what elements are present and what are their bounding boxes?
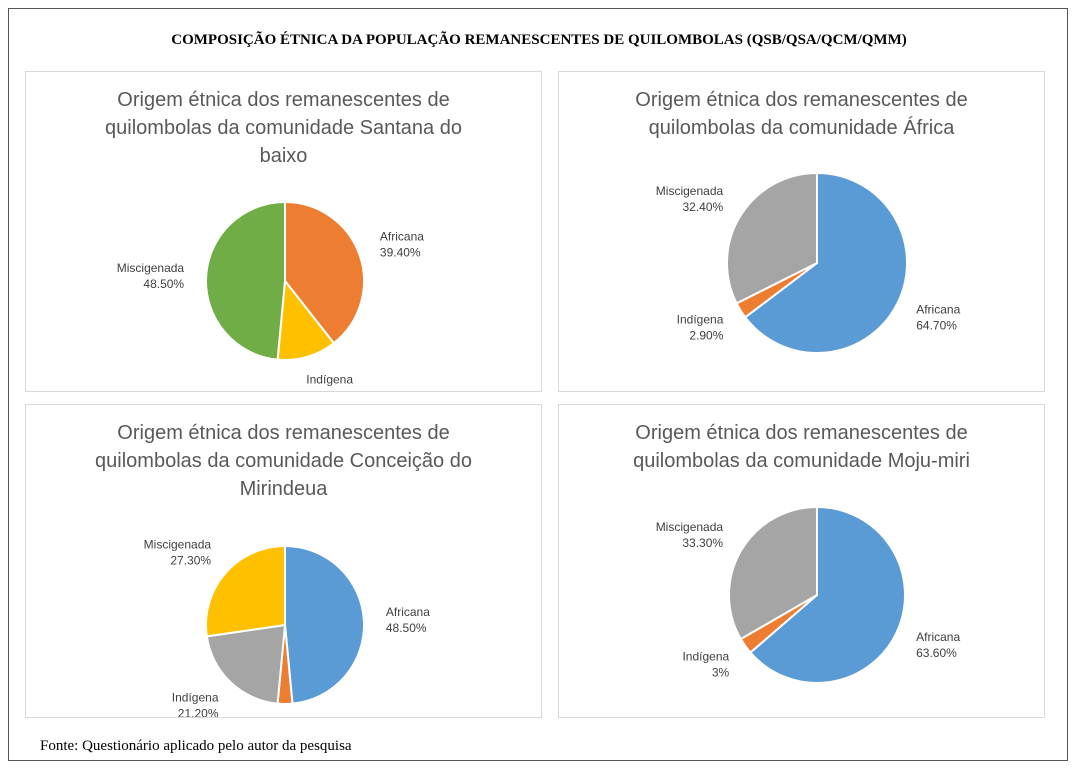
slice-category-label: Indígena (682, 650, 729, 664)
pie-chart: Africana 64.70% Indígena 2.90% Miscigenada 32… (656, 171, 961, 354)
slice-value-label: 64.70% (916, 318, 957, 332)
chart-title: Origem étnica dos remanescentes de quilo… (105, 89, 462, 167)
slice-value-label: 3% (712, 666, 730, 680)
pie-slice (205, 200, 286, 361)
slice-value-label: 12.10% (306, 388, 347, 391)
frame (8, 8, 1068, 761)
chart-panel: Origem étnica dos remanescentes de quilo… (25, 404, 542, 718)
slice-value-label: 32.40% (682, 200, 723, 214)
slice-category-label: Indígena (677, 312, 724, 326)
slice-category-label: Miscigenada (656, 184, 724, 198)
pie-slice (748, 505, 906, 684)
chart-panel: Origem étnica dos remanescentes de quilo… (558, 404, 1045, 718)
slice-category-label: Africana (916, 302, 960, 316)
slice-value-label: 63.60% (916, 646, 957, 660)
pie-slice (284, 200, 365, 345)
pie-slice (276, 278, 336, 361)
slice-value-label: 21.20% (178, 706, 219, 717)
figure-title: COMPOSIÇÃO ÉTNICA DA POPULAÇÃO REMANESCE… (171, 32, 907, 48)
chart-title: Origem étnica dos remanescentes de quilo… (95, 422, 472, 500)
pie-chart: Africana 39.40% Indígena 12.10% Miscigenada 4… (117, 200, 424, 391)
slice-value-label: 48.50% (143, 277, 184, 291)
slice-value-label: 48.50% (386, 621, 427, 635)
slice-category-label: Miscigenada (656, 520, 724, 534)
slice-value-label: 39.40% (380, 246, 421, 260)
pie-slice (726, 171, 818, 305)
source-note: Fonte: Questionário aplicado pelo autor … (40, 738, 352, 754)
slice-category-label: Africana (916, 630, 960, 644)
pie-chart: Africana 63.60% Indígena 3% Miscigenada 33.30… (656, 505, 960, 684)
slice-category-label: Miscigenada (117, 261, 185, 275)
pie-slice (284, 544, 365, 705)
slice-value-label: 27.30% (170, 553, 211, 567)
chart-title: Origem étnica dos remanescentes de quilo… (635, 89, 968, 139)
slice-value-label: 2.90% (689, 328, 723, 342)
chart-title: Origem étnica dos remanescentes de quilo… (633, 422, 970, 472)
pie-slice (205, 623, 287, 705)
pie-slice (728, 505, 818, 641)
chart-panel: Origem étnica dos remanescentes de quilo… (25, 71, 542, 392)
slice-value-label: 33.30% (682, 536, 723, 550)
slice-category-label: Indígena (172, 690, 219, 704)
slice-category-label: Miscigenada (144, 537, 212, 551)
pie-chart: Africana48.50%Europeia3%Indígena21.20%Mi… (144, 537, 431, 717)
slice-category-label: Africana (386, 605, 430, 619)
slice-category-label: Indígena (306, 372, 353, 386)
slice-category-label: Africana (380, 230, 424, 244)
pie-slice (205, 544, 286, 638)
pie-slice (743, 171, 908, 354)
chart-panel: Origem étnica dos remanescentes de quilo… (558, 71, 1045, 392)
